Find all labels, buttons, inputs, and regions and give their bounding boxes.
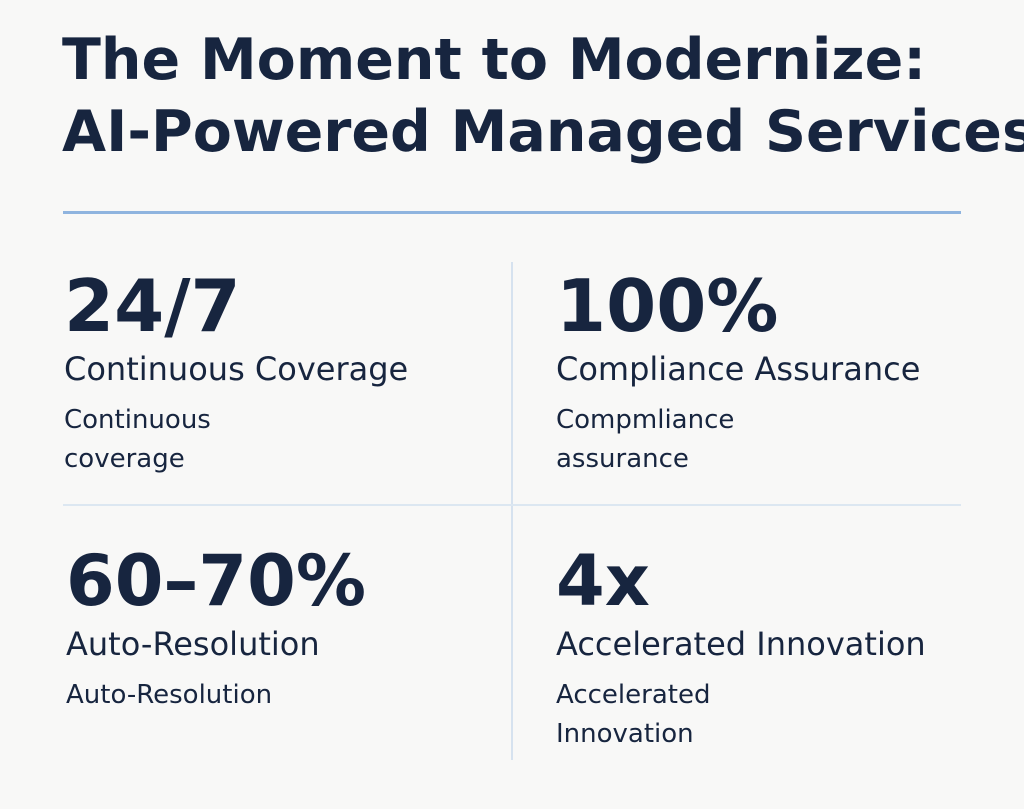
horizontal-grid-divider xyxy=(63,504,961,506)
page-title: The Moment to Modernize: AI-Powered Mana… xyxy=(62,24,1024,168)
stat-value: 100% xyxy=(556,264,779,348)
vertical-grid-divider xyxy=(511,262,513,760)
title-line-1: The Moment to Modernize: xyxy=(62,27,927,93)
stat-value: 4x xyxy=(556,540,650,622)
stat-value: 24/7 xyxy=(64,264,241,348)
stat-accelerated-innovation: 4x Accelerated Innovation Accelerated In… xyxy=(556,542,976,754)
stat-label: Compliance Assurance xyxy=(556,350,921,388)
stat-description: Continuous coverage xyxy=(64,405,211,474)
stat-label: Continuous Coverage xyxy=(64,350,409,388)
stat-label: Auto-Resolution xyxy=(66,625,320,663)
title-divider xyxy=(63,211,961,214)
stat-description: Auto-Resolution xyxy=(66,680,273,710)
title-line-2: AI-Powered Managed Services xyxy=(62,99,1024,165)
stat-label: Accelerated Innovation xyxy=(556,625,926,663)
stat-auto-resolution: 60–70% Auto-Resolution Auto-Resolution xyxy=(66,542,486,715)
stat-description: Accelerated Innovation xyxy=(556,680,711,749)
stat-compliance-assurance: 100% Compliance Assurance Compmliance as… xyxy=(556,267,976,479)
stat-description: Compmliance assurance xyxy=(556,405,735,474)
stat-continuous-coverage: 24/7 Continuous Coverage Continuous cove… xyxy=(64,267,484,479)
stat-value: 60–70% xyxy=(66,540,366,622)
